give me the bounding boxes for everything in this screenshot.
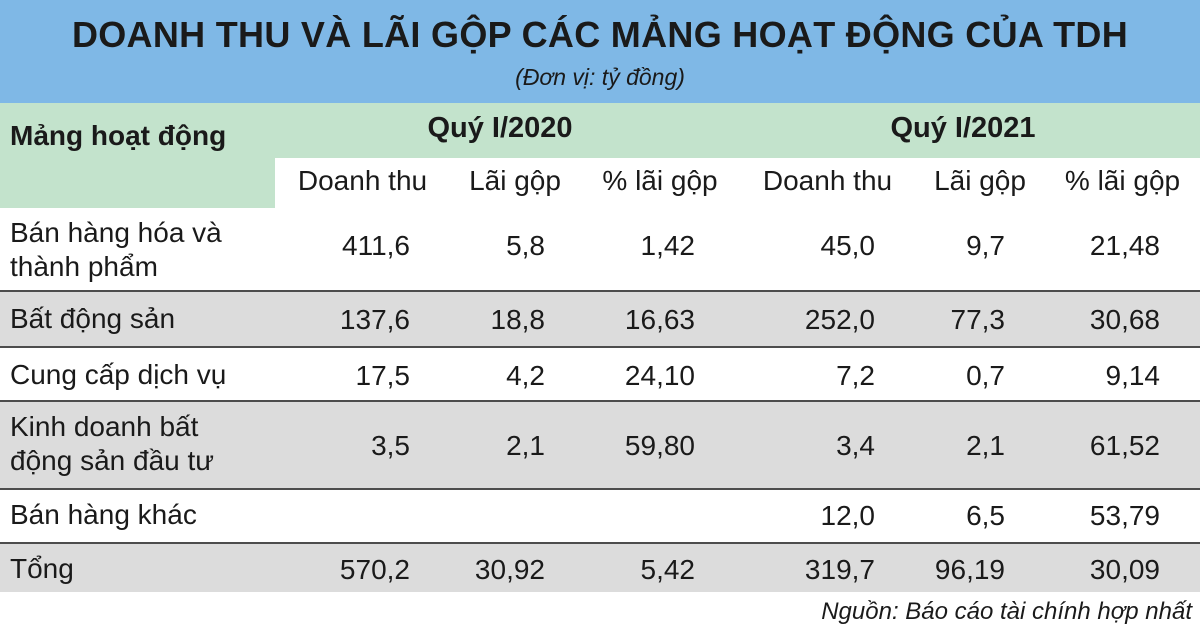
segment-name: Cung cấp dịch vụ [10,359,227,390]
column-header-margin-2021: % lãi gộp [1064,165,1181,196]
cell-margin-2020: 24,10 [624,360,695,391]
segment-name: Bán hàng hóa và thành phẩm [10,217,222,282]
table-row-total: Tổng 570,2 30,92 5,42 319,7 96,19 30,09 [0,544,1200,592]
cell-gross-profit-2020: 5,8 [506,230,545,261]
row-divider [0,400,1200,402]
cell-revenue-2021: 3,4 [836,430,875,461]
cell-gross-profit-2020: 30,92 [474,554,545,585]
table-row: Kinh doanh bất động sản đầu tư 3,5 2,1 5… [0,402,1200,488]
cell-revenue-2021: 252,0 [804,304,875,335]
cell-revenue-2020: 137,6 [339,304,410,335]
cell-revenue-2021: 319,7 [804,554,875,585]
title-band [0,0,1200,103]
cell-margin-2021: 21,48 [1089,230,1160,261]
cell-gross-profit-2021: 9,7 [966,230,1005,261]
table-row: Bán hàng hóa và thành phẩm 411,6 5,8 1,4… [0,208,1200,290]
cell-revenue-2020: 570,2 [339,554,410,585]
cell-revenue-2020: 411,6 [342,230,410,261]
period-header-2020: Quý I/2020 [427,112,573,144]
row-divider [0,346,1200,348]
subheader-band [275,158,1200,208]
cell-revenue-2020: 17,5 [355,360,411,391]
cell-margin-2021: 61,52 [1089,430,1160,461]
cell-margin-2021: 53,79 [1089,500,1160,531]
cell-gross-profit-2021: 96,19 [934,554,1005,585]
cell-gross-profit-2021: 6,5 [966,500,1005,531]
row-divider [0,488,1200,490]
cell-revenue-2021: 45,0 [820,230,876,261]
table-row: Bán hàng khác 12,0 6,5 53,79 [0,490,1200,542]
cell-revenue-2021: 12,0 [820,500,876,531]
unit-subtitle: (Đơn vị: tỷ đồng) [515,64,685,90]
column-header-gross-profit-2020: Lãi gộp [469,165,561,196]
segment-name: Bất động sản [10,303,176,334]
segment-column-header: Mảng hoạt động [10,120,227,151]
cell-margin-2020: 1,42 [640,230,696,261]
cell-revenue-2020: 3,5 [371,430,410,461]
segment-name: Kinh doanh bất động sản đầu tư [10,411,215,476]
cell-margin-2021: 30,09 [1089,554,1160,585]
period-header-2021: Quý I/2021 [890,112,1036,144]
cell-gross-profit-2020: 18,8 [490,304,546,335]
source-note: Nguồn: Báo cáo tài chính hợp nhất [821,598,1192,625]
cell-gross-profit-2021: 0,7 [966,360,1005,391]
cell-margin-2020: 16,63 [624,304,695,335]
cell-revenue-2021: 7,2 [836,360,875,391]
table-row: Bất động sản 137,6 18,8 16,63 252,0 77,3… [0,292,1200,346]
segment-name: Bán hàng khác [10,499,197,530]
cell-gross-profit-2021: 77,3 [950,304,1006,335]
table-row: Cung cấp dịch vụ 17,5 4,2 24,10 7,2 0,7 … [0,348,1200,400]
cell-gross-profit-2020: 2,1 [506,430,545,461]
cell-margin-2021: 30,68 [1089,304,1160,335]
cell-margin-2021: 9,14 [1105,360,1161,391]
cell-margin-2020: 59,80 [624,430,695,461]
cell-margin-2020: 5,42 [640,554,696,585]
row-divider [0,542,1200,544]
cell-gross-profit-2020: 4,2 [506,360,545,391]
row-divider [0,290,1200,292]
column-header-gross-profit-2021: Lãi gộp [934,165,1026,196]
cell-gross-profit-2021: 2,1 [966,430,1005,461]
column-header-revenue-2020: Doanh thu [297,165,428,196]
column-header-margin-2020: % lãi gộp [602,165,718,196]
column-header-revenue-2021: Doanh thu [762,165,893,196]
segment-name: Tổng [10,553,74,584]
table-title: DOANH THU VÀ LÃI GỘP CÁC MẢNG HOẠT ĐỘNG … [71,14,1129,55]
